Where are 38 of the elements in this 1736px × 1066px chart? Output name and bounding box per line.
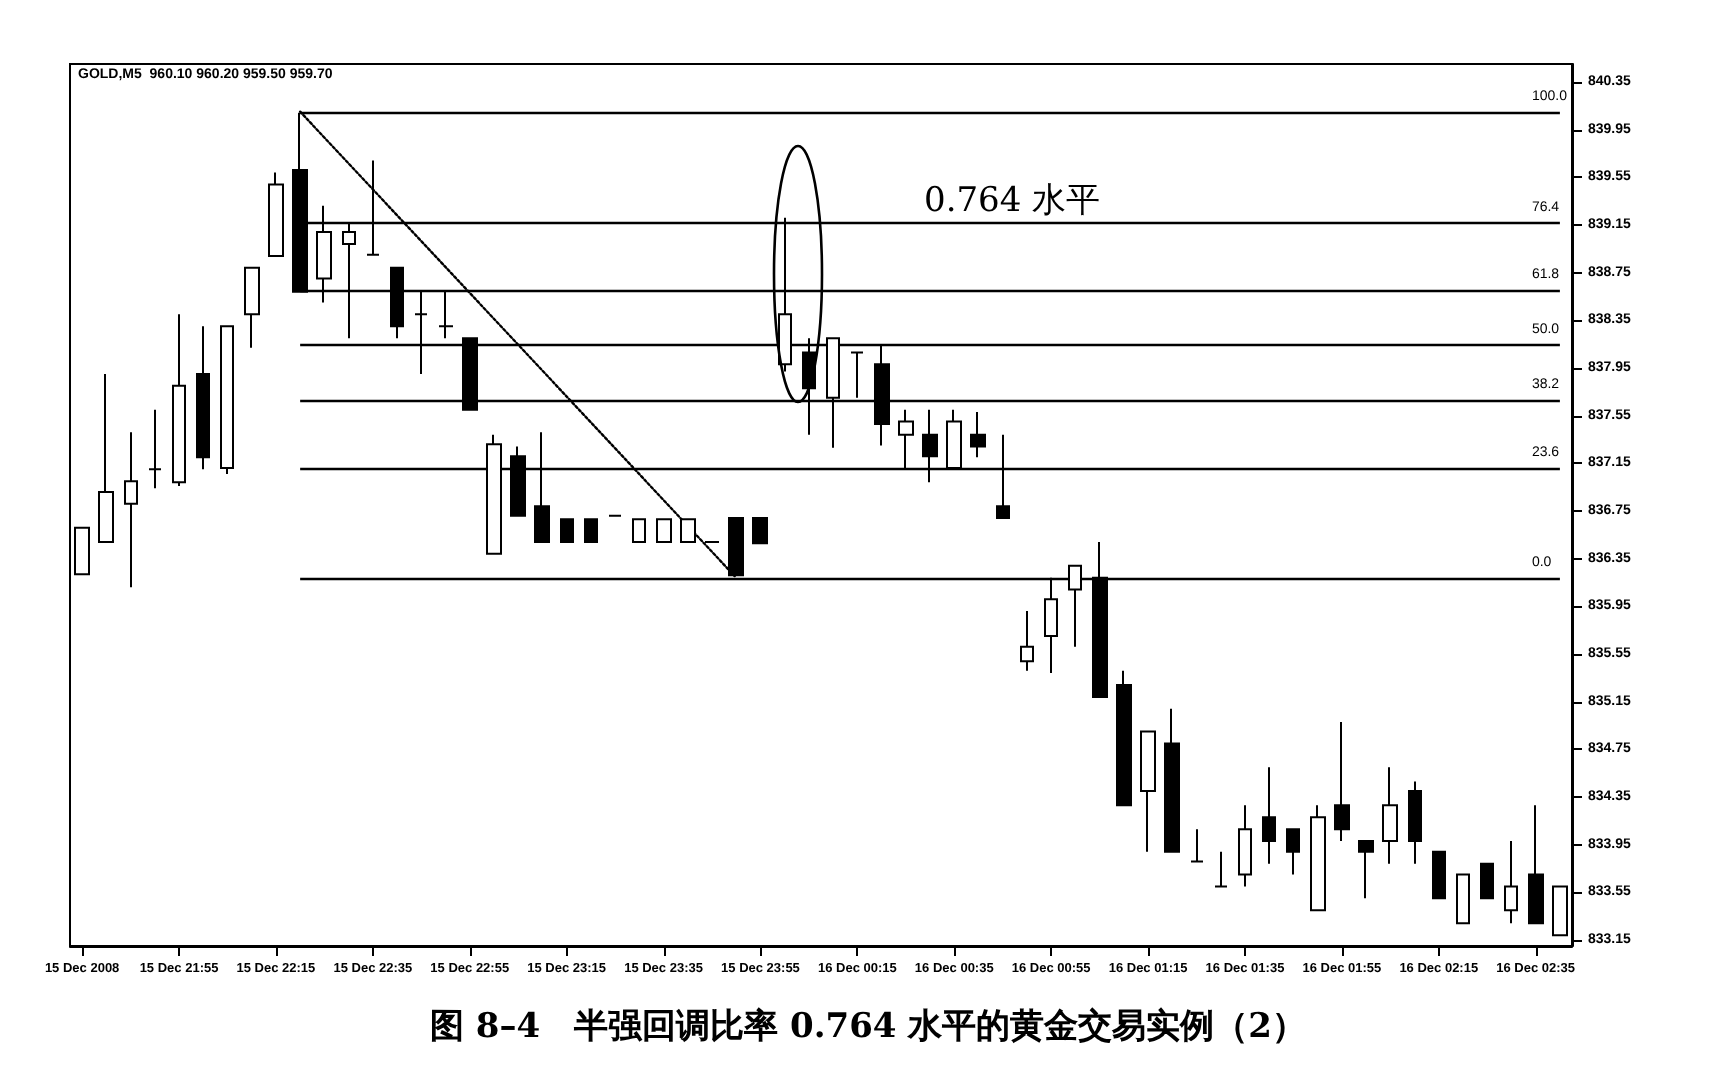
candlestick	[560, 518, 574, 543]
candlestick	[584, 518, 598, 543]
candlestick	[1382, 766, 1398, 865]
candlestick	[1358, 840, 1374, 900]
candlestick	[74, 526, 90, 576]
candlestick	[680, 518, 696, 543]
candlestick	[1528, 804, 1544, 925]
candlestick	[148, 408, 162, 490]
candlestick	[1164, 707, 1180, 853]
candlestick	[1480, 862, 1494, 900]
candlestick	[1408, 780, 1422, 865]
candlestick	[268, 171, 284, 257]
annotation: 0.764 水平	[924, 181, 1101, 221]
candlestick	[1552, 885, 1568, 937]
candlestick	[752, 517, 768, 545]
candlestick	[98, 372, 114, 543]
candlestick	[1334, 720, 1350, 843]
candlestick	[196, 325, 210, 471]
candlestick	[244, 266, 260, 349]
candlestick	[1262, 766, 1276, 865]
candlestick	[632, 518, 646, 543]
candlestick	[1310, 804, 1326, 912]
candlestick	[1456, 873, 1470, 925]
candlestick	[220, 325, 234, 476]
candlestick	[1238, 804, 1252, 888]
candlestick	[656, 518, 672, 543]
candlestick	[1020, 610, 1034, 672]
candlestick	[1116, 669, 1132, 807]
candlestick	[1432, 850, 1446, 900]
candlestick	[172, 313, 186, 487]
candlestick	[970, 411, 986, 459]
text: 图 8–4 半强回调比率 0.764 水平的黄金交易实例（2）	[430, 1007, 1306, 1047]
candlestick	[1286, 828, 1300, 876]
candlestick	[1214, 850, 1228, 888]
candlestick	[124, 431, 138, 589]
candlestick	[1190, 828, 1204, 863]
candlestick	[1140, 730, 1156, 853]
candlestick	[1504, 840, 1518, 925]
